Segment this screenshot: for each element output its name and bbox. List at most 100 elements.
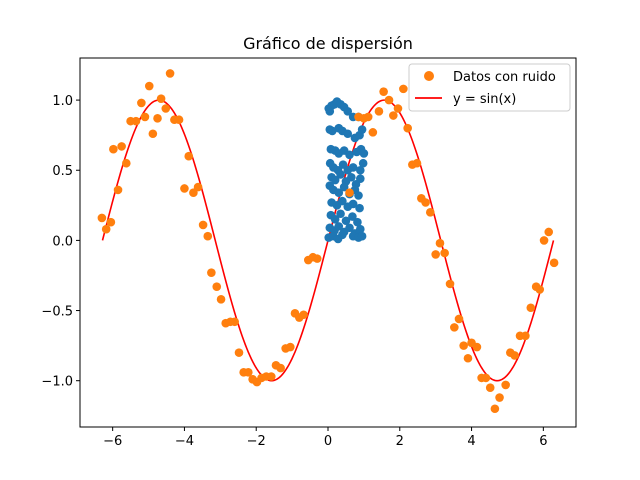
orange-data-point (374, 107, 384, 116)
y-tick-label: 0.0 (52, 234, 73, 249)
orange-data-point (234, 348, 244, 357)
orange-data-point (421, 198, 430, 207)
orange-data-point (435, 238, 445, 248)
orange-data-point (363, 112, 373, 122)
orange-data-point (445, 279, 455, 289)
blue-data-point (338, 196, 347, 206)
blue-data-point (336, 170, 345, 179)
orange-data-point (544, 227, 554, 237)
blue-data-point (341, 216, 351, 226)
orange-data-point (161, 104, 171, 113)
x-tick-label: 4 (467, 434, 475, 449)
orange-data-point (393, 104, 403, 113)
legend-box (408, 63, 571, 112)
x-tick-label: −4 (175, 434, 194, 449)
orange-data-point (148, 129, 158, 139)
orange-data-point (481, 373, 491, 383)
blue-data-point (338, 230, 347, 240)
blue-data-point (354, 191, 363, 200)
orange-data-point (389, 111, 398, 120)
orange-data-point (174, 115, 184, 125)
blue-data-point (345, 223, 354, 233)
legend: Datos con ruido y = sin(x) (408, 63, 571, 112)
orange-data-point (454, 314, 464, 324)
blue-data-point (343, 107, 353, 116)
blue-data-point (348, 199, 358, 209)
blue-data-point (356, 165, 365, 175)
chart-title: Gráfico de dispersión (243, 34, 413, 53)
orange-data-point (198, 220, 208, 230)
blue-data-point (357, 231, 367, 241)
orange-data-point (153, 114, 162, 123)
orange-data-point (495, 393, 504, 402)
orange-data-point (230, 317, 239, 327)
orange-data-point (193, 182, 203, 192)
orange-data-point (521, 331, 530, 341)
orange-data-point (299, 310, 308, 320)
blue-data-point (330, 175, 340, 185)
orange-data-point (425, 208, 435, 217)
orange-data-point (345, 188, 354, 197)
blue-data-point (348, 163, 358, 172)
orange-data-point (144, 81, 154, 91)
orange-data-point (440, 248, 449, 258)
orange-data-point (180, 184, 189, 193)
blue-data-point (356, 174, 365, 183)
orange-data-point (431, 250, 440, 259)
x-tick-label: 2 (396, 434, 404, 449)
orange-data-point (399, 84, 408, 94)
orange-data-point (97, 213, 107, 223)
blue-data-point (334, 188, 344, 197)
orange-data-point (403, 123, 412, 133)
blue-data-point (358, 158, 368, 168)
x-tick-label: −2 (247, 434, 266, 449)
plot-frame (79, 57, 577, 428)
orange-data-point (549, 258, 559, 268)
legend-label-sine: y = sin(x) (453, 92, 516, 107)
x-tick-label: 6 (539, 434, 547, 449)
orange-data-point (216, 295, 226, 304)
orange-data-point (244, 367, 253, 377)
orange-data-point (131, 116, 141, 126)
blue-data-point (347, 172, 356, 182)
orange-data-point (140, 112, 150, 122)
orange-data-point (501, 380, 510, 390)
axis-ticks: −6 −4 −2 0 2 4 6 −1.0 −0.5 0.0 0.5 1.0 (41, 94, 547, 449)
blue-data-point (330, 215, 340, 224)
orange-data-point (412, 158, 422, 168)
orange-data-point (276, 363, 285, 373)
blue-data-point (334, 222, 344, 231)
orange-data-point (122, 158, 131, 168)
orange-data-point (526, 303, 536, 313)
orange-data-point (156, 94, 166, 103)
legend-marker-datos (424, 71, 434, 81)
blue-data-point (343, 129, 353, 139)
blue-data-point (359, 149, 369, 158)
x-tick-label: −6 (103, 434, 122, 449)
orange-data-point (535, 285, 545, 294)
orange-data-point (207, 268, 216, 277)
orange-data-point (463, 353, 473, 363)
orange-data-point (137, 98, 146, 108)
orange-data-point (459, 341, 468, 350)
orange-data-point (510, 351, 519, 360)
y-tick-label: −1.0 (41, 375, 73, 390)
orange-data-point (117, 142, 126, 151)
orange-data-point (203, 231, 213, 241)
orange-data-point (384, 95, 394, 105)
orange-data-point (286, 342, 295, 352)
orange-data-point (450, 323, 459, 332)
orange-data-point (379, 87, 388, 96)
blue-data-point (357, 125, 367, 134)
orange-data-point (539, 236, 549, 245)
orange-data-point (165, 69, 175, 78)
orange-data-point (113, 185, 123, 195)
x-tick-label: 0 (324, 434, 332, 449)
blue-data-point (356, 224, 365, 234)
orange-data-point (266, 372, 276, 381)
legend-label-datos: Datos con ruido (453, 70, 556, 85)
orange-data-point (490, 404, 500, 414)
y-tick-label: −0.5 (41, 305, 73, 320)
blue-data-point (348, 212, 357, 221)
